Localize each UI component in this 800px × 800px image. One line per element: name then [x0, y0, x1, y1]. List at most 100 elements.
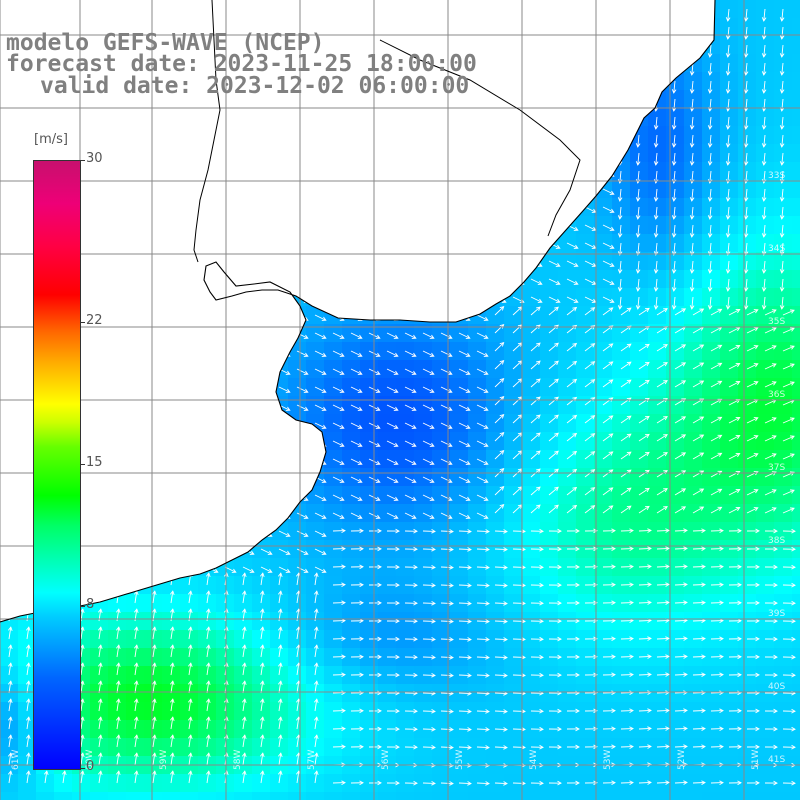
wind-arrow — [422, 440, 435, 447]
wind-arrow — [761, 134, 767, 148]
wind-arrow — [422, 528, 436, 534]
wind-speed-cell — [702, 792, 720, 800]
wind-arrow — [278, 734, 283, 748]
wind-arrow — [710, 744, 724, 750]
wind-arrow — [746, 528, 760, 534]
wind-arrow — [782, 345, 795, 352]
wind-arrow — [620, 343, 632, 352]
wind-arrow — [602, 726, 616, 732]
longitude-label: 51W — [751, 750, 761, 770]
wind-arrow — [440, 727, 454, 732]
wind-arrow — [440, 673, 454, 678]
valid-date: valid date: 2023-12-02 06:00:00 — [40, 73, 470, 99]
wind-arrow — [476, 655, 490, 660]
wind-arrow — [278, 770, 283, 784]
wind-arrow — [530, 564, 544, 570]
wind-arrow — [566, 242, 579, 249]
wind-arrow — [476, 547, 490, 552]
wind-arrow — [530, 654, 544, 660]
wind-arrow — [458, 637, 472, 642]
wind-arrow — [779, 152, 785, 166]
wind-arrow — [638, 600, 652, 605]
wind-arrow — [170, 752, 175, 766]
wind-arrow — [743, 26, 749, 40]
wind-arrow — [602, 744, 616, 750]
wind-arrow — [764, 489, 777, 496]
wind-arrow — [692, 672, 706, 677]
wind-arrow — [584, 564, 598, 570]
wind-arrow — [746, 726, 760, 732]
wind-arrow — [368, 654, 382, 660]
wind-speed-cell — [792, 774, 800, 792]
wind-arrow — [440, 709, 454, 714]
wind-arrow — [494, 396, 505, 406]
wind-arrow — [8, 698, 13, 712]
wind-arrow — [404, 636, 418, 642]
wind-arrow — [350, 494, 363, 501]
wind-speed-cell — [792, 162, 800, 180]
wind-arrow — [602, 188, 615, 195]
wind-arrow — [80, 626, 85, 640]
wind-arrow — [620, 672, 634, 677]
wind-arrow — [494, 547, 508, 552]
wind-arrow — [746, 618, 760, 624]
wind-arrow — [656, 434, 668, 442]
wind-arrow — [26, 662, 31, 676]
wind-arrow — [782, 528, 796, 534]
wind-arrow — [602, 296, 615, 303]
wind-arrow — [725, 134, 731, 148]
wind-speed-cell — [792, 720, 800, 738]
wind-speed-cell — [792, 684, 800, 702]
wind-arrow — [476, 529, 490, 534]
wind-speed-cell — [342, 792, 360, 800]
wind-speed-cell — [792, 36, 800, 54]
longitude-label: 53W — [603, 750, 613, 770]
wind-arrow — [440, 512, 453, 519]
wind-arrow — [743, 278, 749, 292]
wind-speed-cell — [792, 108, 800, 126]
wind-arrow — [566, 342, 578, 352]
wind-arrow — [206, 770, 211, 784]
wind-arrow — [98, 770, 103, 784]
wind-arrow — [710, 506, 723, 514]
wind-arrow — [689, 296, 695, 310]
wind-arrow — [602, 224, 615, 231]
wind-arrow — [584, 451, 596, 460]
wind-arrow — [728, 470, 741, 478]
wind-speed-cell — [234, 792, 252, 800]
wind-arrow — [584, 708, 598, 714]
wind-arrow — [314, 530, 327, 537]
wind-arrow — [566, 780, 580, 786]
wind-arrow — [710, 636, 724, 642]
wind-arrow — [350, 600, 364, 606]
wind-arrow — [761, 242, 767, 256]
wind-arrow — [314, 350, 327, 357]
wind-arrow — [653, 296, 659, 310]
wind-arrow — [332, 458, 345, 465]
wind-arrow — [761, 188, 767, 202]
wind-arrow — [620, 361, 632, 370]
wind-arrow — [710, 780, 724, 786]
wind-arrow — [728, 582, 742, 588]
wind-arrow — [743, 260, 749, 274]
wind-arrow — [566, 600, 580, 606]
wind-arrow — [296, 512, 309, 519]
wind-speed-cell — [558, 792, 576, 800]
wind-arrow — [746, 327, 759, 334]
wind-arrow — [656, 344, 668, 352]
wind-arrow — [548, 636, 562, 642]
wind-arrow — [494, 709, 508, 714]
wind-arrow — [188, 662, 193, 676]
latitude-label: 39S — [768, 609, 785, 619]
longitude-label: 58W — [233, 750, 243, 770]
wind-speed-cell — [486, 792, 504, 800]
wind-arrow — [674, 308, 687, 316]
wind-arrow — [674, 600, 688, 605]
wind-arrow — [656, 708, 670, 713]
wind-arrow — [458, 440, 471, 447]
wind-arrow — [26, 680, 31, 694]
wind-arrow — [440, 781, 454, 786]
wind-arrow — [350, 744, 364, 750]
wind-arrow — [98, 752, 103, 766]
wind-arrow — [314, 386, 327, 393]
